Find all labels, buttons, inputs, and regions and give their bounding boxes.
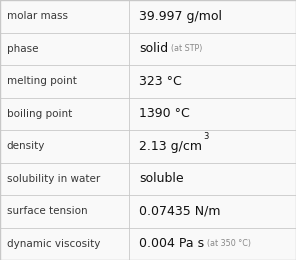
Text: density: density xyxy=(7,141,45,151)
Text: soluble: soluble xyxy=(139,172,184,185)
Text: (at 350 °C): (at 350 °C) xyxy=(207,239,251,248)
Text: boiling point: boiling point xyxy=(7,109,72,119)
Text: 39.997 g/mol: 39.997 g/mol xyxy=(139,10,222,23)
Text: solid: solid xyxy=(139,42,168,55)
Text: dynamic viscosity: dynamic viscosity xyxy=(7,239,100,249)
Text: 0.07435 N/m: 0.07435 N/m xyxy=(139,205,221,218)
Text: surface tension: surface tension xyxy=(7,206,87,216)
Text: 2.13 g/cm: 2.13 g/cm xyxy=(139,140,202,153)
Text: molar mass: molar mass xyxy=(7,11,67,21)
Text: melting point: melting point xyxy=(7,76,76,86)
Text: 0.004 Pa s: 0.004 Pa s xyxy=(139,237,204,250)
Text: 1390 °C: 1390 °C xyxy=(139,107,190,120)
Text: solubility in water: solubility in water xyxy=(7,174,100,184)
Text: 3: 3 xyxy=(203,132,208,141)
Text: phase: phase xyxy=(7,44,38,54)
Text: 323 °C: 323 °C xyxy=(139,75,182,88)
Text: (at STP): (at STP) xyxy=(171,44,203,53)
